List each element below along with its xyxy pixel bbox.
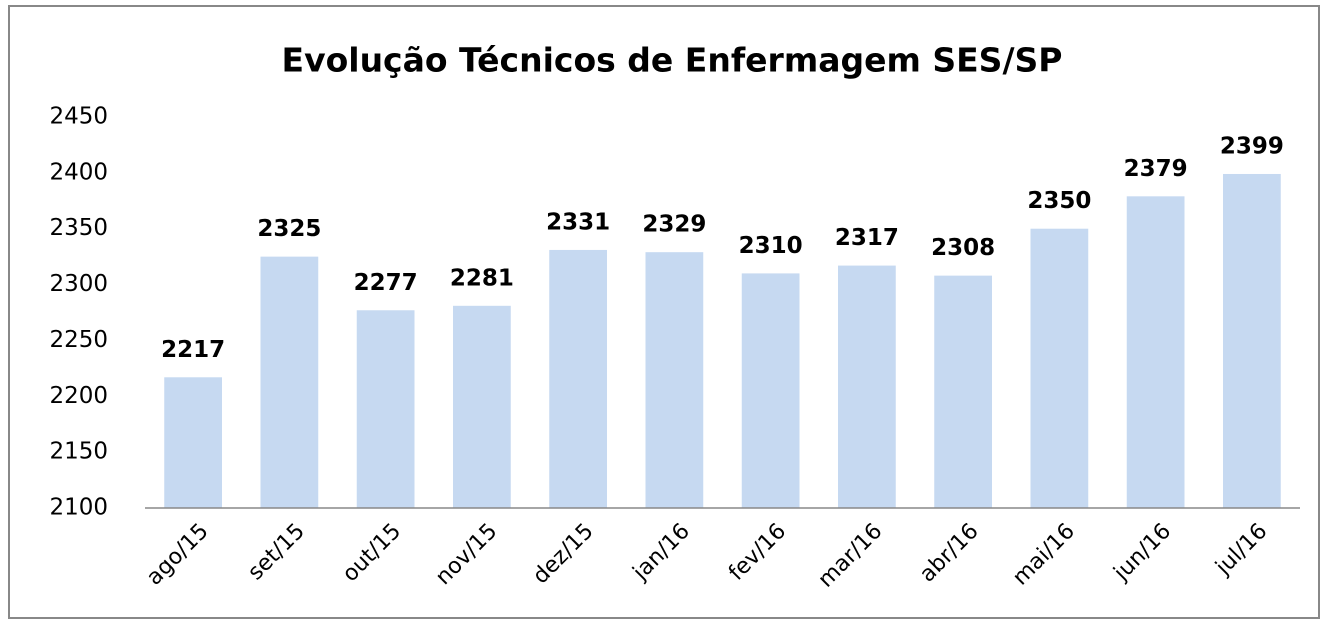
value-label: 2325 [257, 216, 321, 242]
y-tick-label: 2350 [49, 215, 108, 241]
bar [356, 310, 415, 508]
y-tick-label: 2450 [49, 104, 108, 130]
chart-title: Evolução Técnicos de Enfermagem SES/SP [282, 41, 1063, 80]
value-label: 2350 [1027, 188, 1091, 214]
value-label: 2331 [546, 209, 610, 235]
value-label: 2310 [739, 233, 803, 259]
bar [549, 249, 607, 508]
y-tick-label: 2150 [49, 439, 108, 465]
bar [453, 305, 511, 508]
bar [1126, 196, 1185, 508]
value-label: 2399 [1220, 133, 1284, 159]
y-tick-label: 2400 [49, 159, 108, 185]
value-label: 2379 [1124, 156, 1188, 182]
value-label: 2308 [931, 235, 995, 261]
y-tick-label: 2300 [49, 271, 108, 297]
bar [645, 252, 704, 508]
y-tick-label: 2250 [49, 327, 108, 353]
value-label: 2217 [161, 337, 225, 363]
value-label: 2317 [835, 225, 899, 251]
bar [1223, 173, 1281, 508]
bar [741, 273, 800, 508]
bar [260, 256, 319, 508]
y-tick-label: 2200 [49, 383, 108, 409]
bar [934, 275, 992, 508]
value-label: 2329 [642, 212, 706, 238]
y-tick-label: 2100 [49, 495, 108, 521]
value-label: 2281 [450, 265, 514, 291]
bar [1030, 228, 1089, 508]
bar [164, 377, 222, 508]
value-label: 2277 [354, 270, 418, 296]
bar [838, 265, 896, 508]
